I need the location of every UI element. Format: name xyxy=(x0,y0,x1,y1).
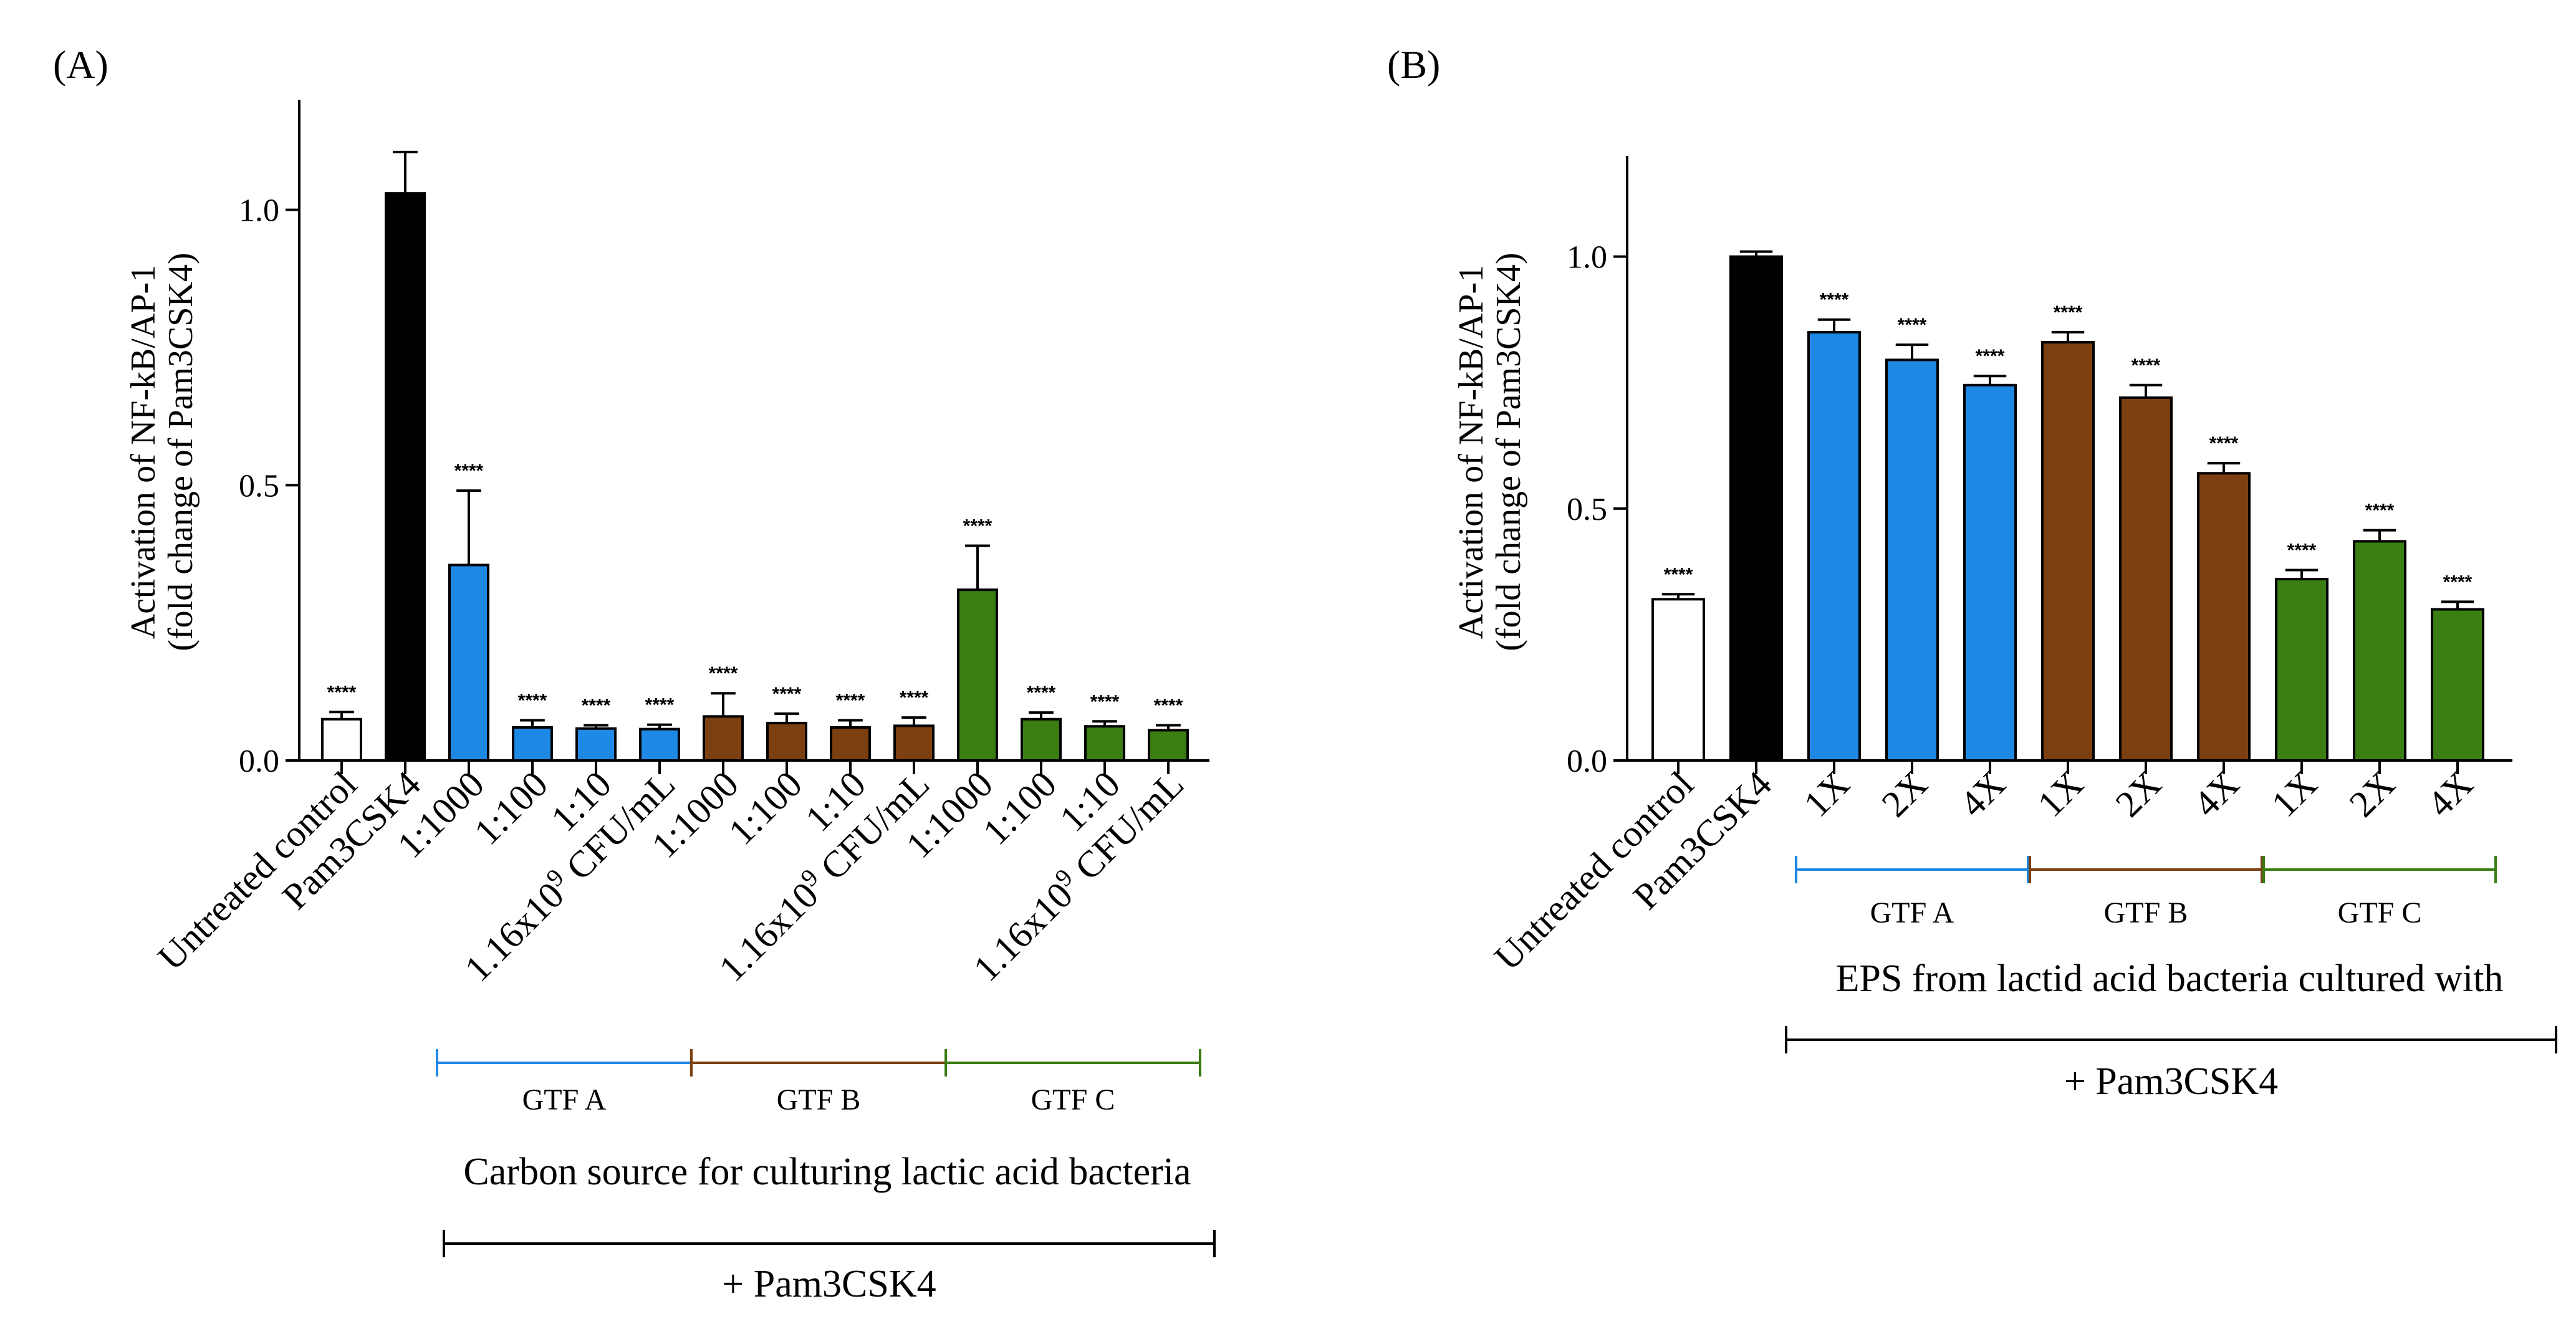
bar xyxy=(1963,383,2017,762)
x-category-label: 1:100 xyxy=(466,764,555,853)
y-tick-label: 0.0 xyxy=(1567,744,1607,779)
significance-label: **** xyxy=(836,691,865,711)
panel-a: (A) Activation of NF-kB/AP-1 (fold chang… xyxy=(53,42,1216,1305)
bar xyxy=(639,727,680,762)
panel-a-y-axis-label: Activation of NF-kB/AP-1 (fold change of… xyxy=(124,252,200,651)
x-category-label: 2X xyxy=(1874,764,1936,825)
significance-label: **** xyxy=(1154,695,1183,716)
significance-label: **** xyxy=(2287,540,2317,560)
group-label: GTF A xyxy=(522,1083,607,1116)
bar xyxy=(2431,608,2484,762)
significance-label: **** xyxy=(2131,355,2161,376)
bar xyxy=(2197,472,2251,762)
bar xyxy=(2275,578,2328,762)
significance-label: **** xyxy=(2209,433,2239,454)
significance-label: **** xyxy=(1820,290,1849,310)
y-tick-label: 0.0 xyxy=(239,744,279,779)
group-label: GTF C xyxy=(2338,896,2422,929)
bar xyxy=(1021,717,1062,762)
group-label: GTF C xyxy=(1031,1083,1115,1116)
group-label: GTF B xyxy=(777,1083,861,1116)
x-axis-title: EPS from lactid acid bacteria cultured w… xyxy=(1836,957,2504,1000)
bar xyxy=(2119,396,2173,762)
x-category-label: 1:100 xyxy=(975,764,1064,853)
y-tick-label: 1.0 xyxy=(1567,240,1607,276)
bar xyxy=(1651,598,1705,762)
panel-b-y-label-line2: (fold change of Pam3CSK4) xyxy=(1489,252,1528,651)
significance-label: **** xyxy=(2054,302,2083,323)
x-category-label: 4X xyxy=(2186,764,2247,825)
y-tick-label: 0.5 xyxy=(239,468,279,504)
significance-label: **** xyxy=(327,682,357,703)
group-label: GTF A xyxy=(1870,896,1954,929)
y-tick-label: 0.5 xyxy=(1567,492,1607,527)
x-category-label: 1X xyxy=(2030,764,2092,825)
bar xyxy=(957,588,998,762)
bar xyxy=(321,717,362,762)
significance-label: **** xyxy=(2443,572,2473,592)
x-category-label: 1X xyxy=(2264,764,2325,825)
bar xyxy=(703,715,744,762)
treatment-label: + Pam3CSK4 xyxy=(722,1263,936,1305)
panel-b-label: (B) xyxy=(1387,42,1440,87)
panel-a-label: (A) xyxy=(53,42,108,87)
group-label: GTF B xyxy=(2104,896,2188,929)
significance-label: **** xyxy=(645,695,675,716)
significance-label: **** xyxy=(900,688,929,708)
significance-label: **** xyxy=(582,695,611,716)
panel-a-plot: 0.00.51.0****Untreated controlPam3CSK4**… xyxy=(150,100,1216,1305)
bar xyxy=(2353,540,2406,762)
significance-label: **** xyxy=(1664,564,1693,585)
y-tick-label: 1.0 xyxy=(239,193,279,229)
significance-label: **** xyxy=(1898,315,1927,335)
bar xyxy=(2041,341,2095,762)
significance-label: **** xyxy=(1976,346,2005,367)
bar xyxy=(575,727,617,762)
significance-label: **** xyxy=(1090,691,1120,712)
bar xyxy=(448,564,489,762)
bar xyxy=(893,724,935,762)
significance-label: **** xyxy=(963,516,992,537)
panel-a-y-label-line2: (fold change of Pam3CSK4) xyxy=(161,252,200,651)
significance-label: **** xyxy=(1027,683,1056,703)
panel-a-y-label-line1: Activation of NF-kB/AP-1 xyxy=(124,265,163,639)
panel-b-y-label-line1: Activation of NF-kB/AP-1 xyxy=(1452,265,1491,639)
bar xyxy=(1807,330,1861,762)
significance-label: **** xyxy=(2365,501,2395,521)
bar xyxy=(1084,725,1125,762)
x-category-label: 4X xyxy=(2420,764,2481,825)
significance-label: **** xyxy=(518,691,547,711)
bar xyxy=(1729,255,1783,762)
bar xyxy=(1885,358,1939,762)
x-category-label: 2X xyxy=(2342,764,2403,825)
bar xyxy=(830,726,871,762)
bar xyxy=(385,192,426,762)
panel-b: (B) Activation of NF-kB/AP-1 (fold chang… xyxy=(1387,42,2557,1103)
panel-b-plot: 0.00.51.0****Untreated controlPam3CSK4**… xyxy=(1486,156,2557,1103)
bar xyxy=(766,721,807,762)
x-category-label: 1:100 xyxy=(721,764,810,853)
treatment-label: + Pam3CSK4 xyxy=(2064,1060,2278,1103)
significance-label: **** xyxy=(772,684,802,704)
panel-b-y-axis-label: Activation of NF-kB/AP-1 (fold change of… xyxy=(1452,252,1528,651)
bar xyxy=(1148,729,1189,762)
significance-label: **** xyxy=(709,663,738,684)
x-category-label: 1X xyxy=(1796,764,1858,825)
x-category-label: 2X xyxy=(2108,764,2170,825)
significance-label: **** xyxy=(454,461,484,481)
x-axis-title: Carbon source for culturing lactic acid … xyxy=(463,1151,1191,1193)
x-category-label: 4X xyxy=(1952,764,2014,825)
bar xyxy=(512,726,553,762)
